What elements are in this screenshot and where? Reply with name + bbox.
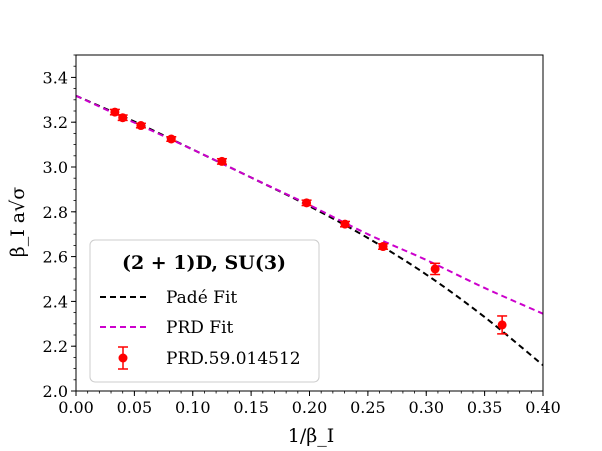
prd-fit-line [76,94,543,315]
data-point [166,134,177,144]
data-point [117,113,128,123]
data-marker [118,113,128,123]
x-tick-label: 0.20 [292,398,328,417]
data-marker [166,134,176,144]
data-marker [110,107,120,117]
y-tick-label: 2.6 [43,248,68,267]
legend-title: (2 + 1)D, SU(3) [122,252,286,274]
data-marker [497,320,507,330]
x-tick-label: 0.30 [408,398,444,417]
data-marker [302,198,312,208]
data-marker [430,264,440,274]
y-axis-label: β_I a√σ [7,187,29,257]
x-tick-label: 0.25 [350,398,386,417]
legend: (2 + 1)D, SU(3) Padé Fit PRD Fit PRD.59.… [89,239,320,383]
y-tick-label: 3.4 [43,68,68,87]
data-marker [136,121,146,131]
y-tick-label: 2.2 [43,337,68,356]
x-tick-label: 0.05 [117,398,153,417]
y-tick-label: 3.2 [43,113,68,132]
legend-data-marker [118,346,128,370]
data-point [378,242,389,252]
x-tick-label: 0.40 [525,398,561,417]
y-tick-label: 3.0 [43,158,68,177]
data-point [430,262,441,276]
x-tick-label: 0.15 [233,398,269,417]
data-point [301,198,312,208]
legend-frame [89,239,320,383]
y-tick-label: 2.4 [43,292,68,311]
y-tick-label: 2.0 [43,382,68,401]
data-point [216,156,227,166]
legend-pade-label: Padé Fit [166,288,237,308]
data-point [339,219,350,229]
data-marker [340,219,350,229]
x-axis-label: 1/β_I [288,425,334,447]
x-tick-label: 0.35 [467,398,503,417]
x-tick-label: 0.10 [175,398,211,417]
data-point [109,107,120,117]
x-tick-label: 0.00 [58,398,94,417]
data-marker [217,156,227,166]
y-tick-label: 2.8 [43,203,68,222]
legend-data-label: PRD.59.014512 [166,349,301,369]
data-point [135,121,146,131]
pade-fit-line [76,94,543,367]
data-point [497,315,508,335]
data-marker [378,242,388,252]
legend-prd-label: PRD Fit [166,318,234,338]
